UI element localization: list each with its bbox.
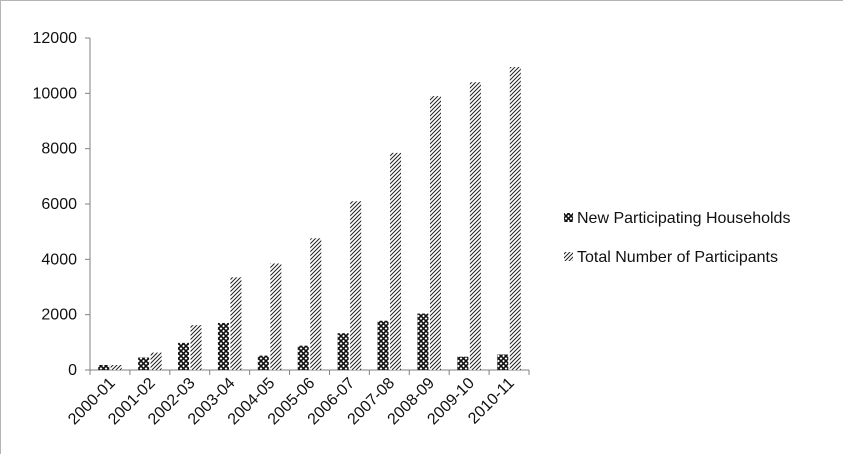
y-tick-label: 12000	[33, 30, 78, 47]
bar-total-participants-2003-04	[230, 277, 242, 370]
bar-new-households-2008-09	[417, 313, 429, 370]
legend-label-new-households: New Participating Households	[577, 210, 790, 227]
y-tick-label: 2000	[41, 307, 77, 324]
bar-total-participants-2002-03	[190, 325, 202, 370]
bar-new-households-2000-01	[98, 365, 110, 370]
bar-total-participants-2007-08	[390, 152, 402, 370]
legend-label-total-participants: Total Number of Participants	[577, 249, 778, 266]
bar-new-households-2007-08	[377, 320, 389, 370]
bar-new-households-2005-06	[297, 345, 309, 370]
legend: New Participating Households Total Number…	[564, 210, 790, 266]
legend-swatch-new-households	[564, 213, 573, 222]
y-tick-label: 10000	[33, 85, 78, 102]
bars	[98, 67, 521, 371]
bar-new-households-2003-04	[217, 322, 229, 370]
y-tick-label: 6000	[41, 196, 77, 213]
bar-new-households-2002-03	[178, 342, 190, 370]
bar-total-participants-2008-09	[429, 96, 441, 370]
y-tick-labels: 0 2000 4000 6000 8000 10000 12000	[33, 30, 78, 379]
bar-total-participants-2005-06	[310, 238, 322, 370]
bar-new-households-2006-07	[337, 333, 349, 370]
bar-total-participants-2009-10	[469, 82, 481, 371]
bar-new-households-2010-11	[497, 354, 509, 370]
bar-new-households-2009-10	[457, 356, 469, 370]
bar-total-participants-2006-07	[350, 201, 362, 370]
legend-swatch-total-participants	[564, 252, 573, 261]
bar-total-participants-2001-02	[150, 352, 162, 370]
bar-total-participants-2010-11	[509, 67, 521, 371]
x-tick-labels: 2000-012001-022002-032003-042004-052005-…	[65, 375, 518, 429]
y-tick-label: 4000	[41, 251, 77, 268]
y-tick-label: 8000	[41, 141, 77, 158]
bar-new-households-2001-02	[138, 357, 150, 370]
bar-total-participants-2000-01	[110, 365, 122, 370]
bar-new-households-2004-05	[257, 355, 269, 370]
axes	[85, 37, 530, 375]
bar-total-participants-2004-05	[270, 263, 282, 370]
y-tick-label: 0	[68, 362, 77, 379]
